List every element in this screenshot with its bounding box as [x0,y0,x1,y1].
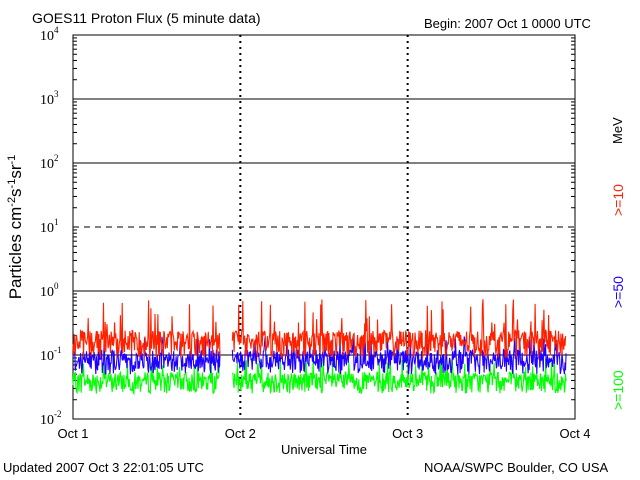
series-line-50mev [72,336,221,375]
x-tick-label: Oct 4 [559,426,590,441]
series-line-100mev [72,362,221,396]
begin-date: Begin: 2007 Oct 1 0000 UTC [424,16,591,31]
legend-unit: MeV [610,117,625,144]
legend-50mev: >=50 [610,276,626,308]
updated-timestamp: Updated 2007 Oct 3 22:01:05 UTC [3,460,204,475]
y-tick-label: 101 [40,217,59,236]
x-tick-label: Oct 1 [57,426,88,441]
credit-text: NOAA/SWPC Boulder, CO USA [424,460,609,475]
legend-10mev: >=10 [610,184,626,216]
y-tick-label: 103 [40,89,59,108]
legend-100mev: >=100 [610,370,626,410]
y-tick-labels: 10-2 10-1 100 101 102 103 104 [40,25,62,428]
series-line-10mev [72,300,221,358]
chart-title: GOES11 Proton Flux (5 minute data) [32,10,261,26]
series-group [72,299,567,396]
y-tick-label: 102 [40,153,59,172]
x-axis-label: Universal Time [281,442,367,457]
y-axis-label: Particles cm-2s-1sr-1 [6,155,25,300]
series-line-10mev [231,299,567,358]
series-line-50mev [231,336,567,375]
y-tick-label: 10-1 [40,345,62,364]
x-tick-label: Oct 2 [225,426,256,441]
y-tick-label: 10-2 [40,409,62,428]
x-tick-labels: Oct 1 Oct 2 Oct 3 Oct 4 [57,426,590,441]
y-tick-label: 104 [40,25,59,44]
y-tick-label: 100 [40,281,59,300]
x-tick-label: Oct 3 [392,426,423,441]
series-line-100mev [231,358,567,395]
